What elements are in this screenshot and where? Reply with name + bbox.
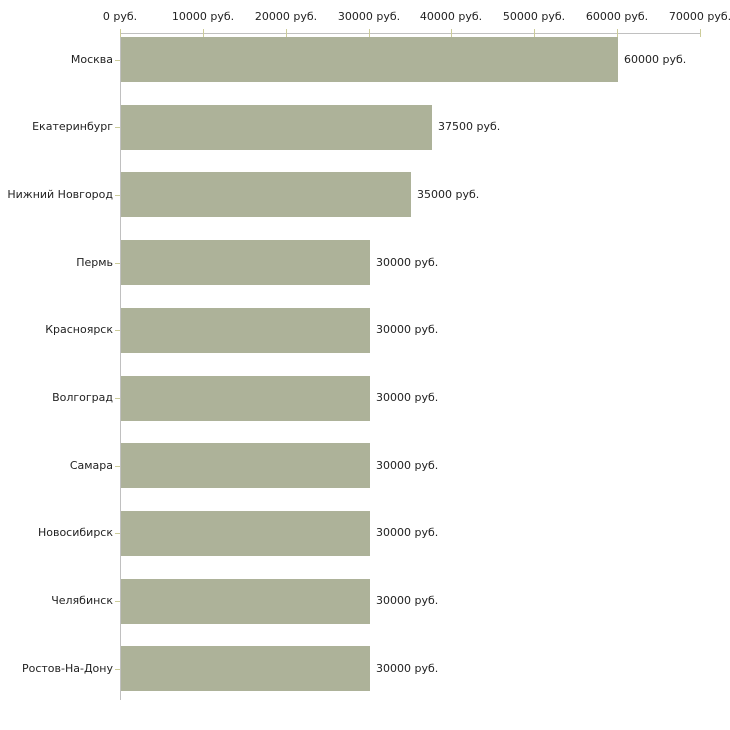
category-label: Новосибирск [37,526,113,539]
bar-5 [121,308,370,353]
bar-4 [121,240,370,285]
bar-10 [121,646,370,691]
bar-9 [121,579,370,624]
category-label: Красноярск [45,323,113,336]
value-label: 30000 руб. [376,526,439,539]
category-tick-mark [115,669,120,670]
x-axis-tick-label: 50000 руб. [502,10,566,23]
category-tick-mark [115,195,120,196]
x-axis-tick-mark [369,29,370,37]
bar-2 [121,105,432,150]
value-label: 37500 руб. [438,120,501,133]
category-label: Пермь [76,256,113,269]
x-axis-tick-mark [700,29,701,37]
value-label: 60000 руб. [624,53,687,66]
x-axis-line [120,33,701,34]
category-tick-mark [115,533,120,534]
x-axis-tick-label: 10000 руб. [171,10,235,23]
value-label: 30000 руб. [376,391,439,404]
x-axis-tick-label: 60000 руб. [585,10,649,23]
category-tick-mark [115,398,120,399]
x-axis-tick-mark [120,29,121,37]
category-label: Ростов-На-Дону [21,662,113,675]
bar-3 [121,172,411,217]
value-label: 30000 руб. [376,256,439,269]
x-axis-tick-label: 20000 руб. [254,10,318,23]
category-tick-mark [115,601,120,602]
category-tick-mark [115,330,120,331]
category-label: Москва [70,53,113,66]
category-label: Нижний Новгород [7,188,113,201]
x-axis-tick-mark [534,29,535,37]
category-label: Волгоград [52,391,113,404]
value-label: 30000 руб. [376,662,439,675]
x-axis-tick-label: 40000 руб. [419,10,483,23]
x-axis-tick-label: 30000 руб. [337,10,401,23]
category-label: Самара [69,459,113,472]
value-label: 30000 руб. [376,459,439,472]
category-tick-mark [115,466,120,467]
x-axis-tick-mark [286,29,287,37]
x-axis-tick-mark [451,29,452,37]
bar-6 [121,376,370,421]
category-label: Челябинск [51,594,113,607]
bar-1 [121,37,618,82]
value-label: 30000 руб. [376,594,439,607]
bar-8 [121,511,370,556]
x-axis-tick-label: 0 руб. [102,10,138,23]
category-tick-mark [115,263,120,264]
y-axis-line [120,33,121,700]
x-axis-tick-label: 70000 руб. [668,10,730,23]
bar-7 [121,443,370,488]
x-axis-tick-mark [617,29,618,37]
category-tick-mark [115,60,120,61]
category-tick-mark [115,127,120,128]
x-axis-tick-mark [203,29,204,37]
value-label: 30000 руб. [376,323,439,336]
value-label: 35000 руб. [417,188,480,201]
category-label: Екатеринбург [32,120,113,133]
